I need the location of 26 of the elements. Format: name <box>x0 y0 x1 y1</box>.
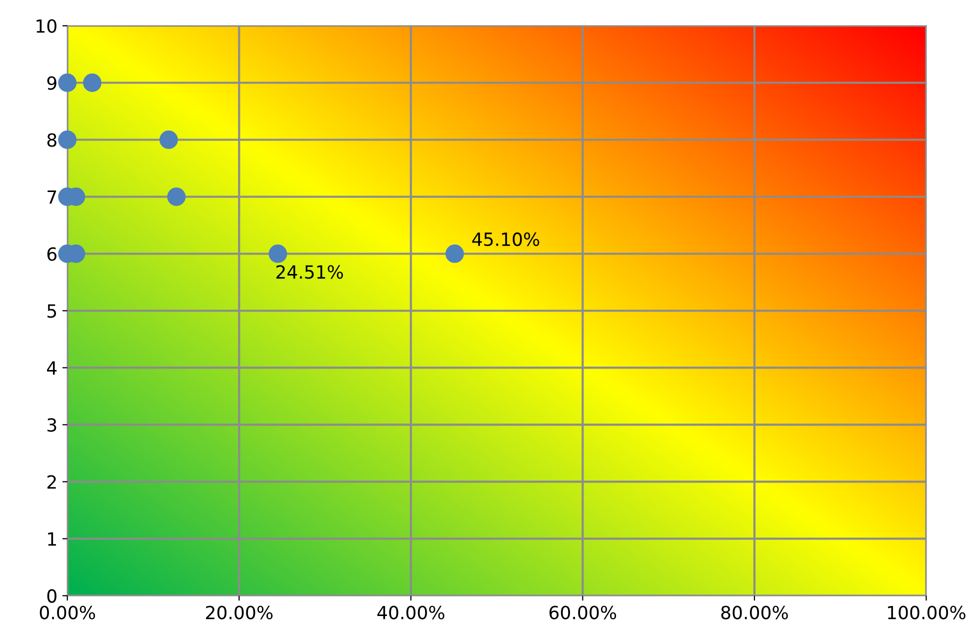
x-tick-label: 0.00% <box>40 606 96 620</box>
point <box>159 130 178 149</box>
x-tick-label: 100.00% <box>888 606 966 620</box>
x-tick-label: 60.00% <box>550 606 616 620</box>
point <box>167 188 186 206</box>
x-tick-label: 80.00% <box>721 606 788 620</box>
y-tick-label: 10 <box>36 19 56 33</box>
point <box>58 130 77 149</box>
annotation: 24.51% <box>276 265 343 279</box>
y-tick-label: 2 <box>47 475 56 489</box>
y-tick-label: 9 <box>47 76 56 90</box>
y-tick-label: 3 <box>48 418 56 432</box>
x-tick-label: 20.00% <box>206 606 273 620</box>
point <box>268 244 288 263</box>
point <box>58 74 77 92</box>
point <box>83 74 102 92</box>
y-tick-label: 1 <box>48 532 56 546</box>
annotation: 45.10% <box>472 232 540 246</box>
y-tick-label: 0 <box>47 589 56 603</box>
y-tick-label: 6 <box>47 247 56 261</box>
y-tick-label: 4 <box>47 361 57 375</box>
x-tick-label: 40.00% <box>377 606 444 620</box>
y-tick-label: 7 <box>48 190 56 204</box>
point <box>446 244 464 263</box>
y-tick-label: 5 <box>48 304 56 318</box>
y-tick-label: 8 <box>47 133 56 147</box>
